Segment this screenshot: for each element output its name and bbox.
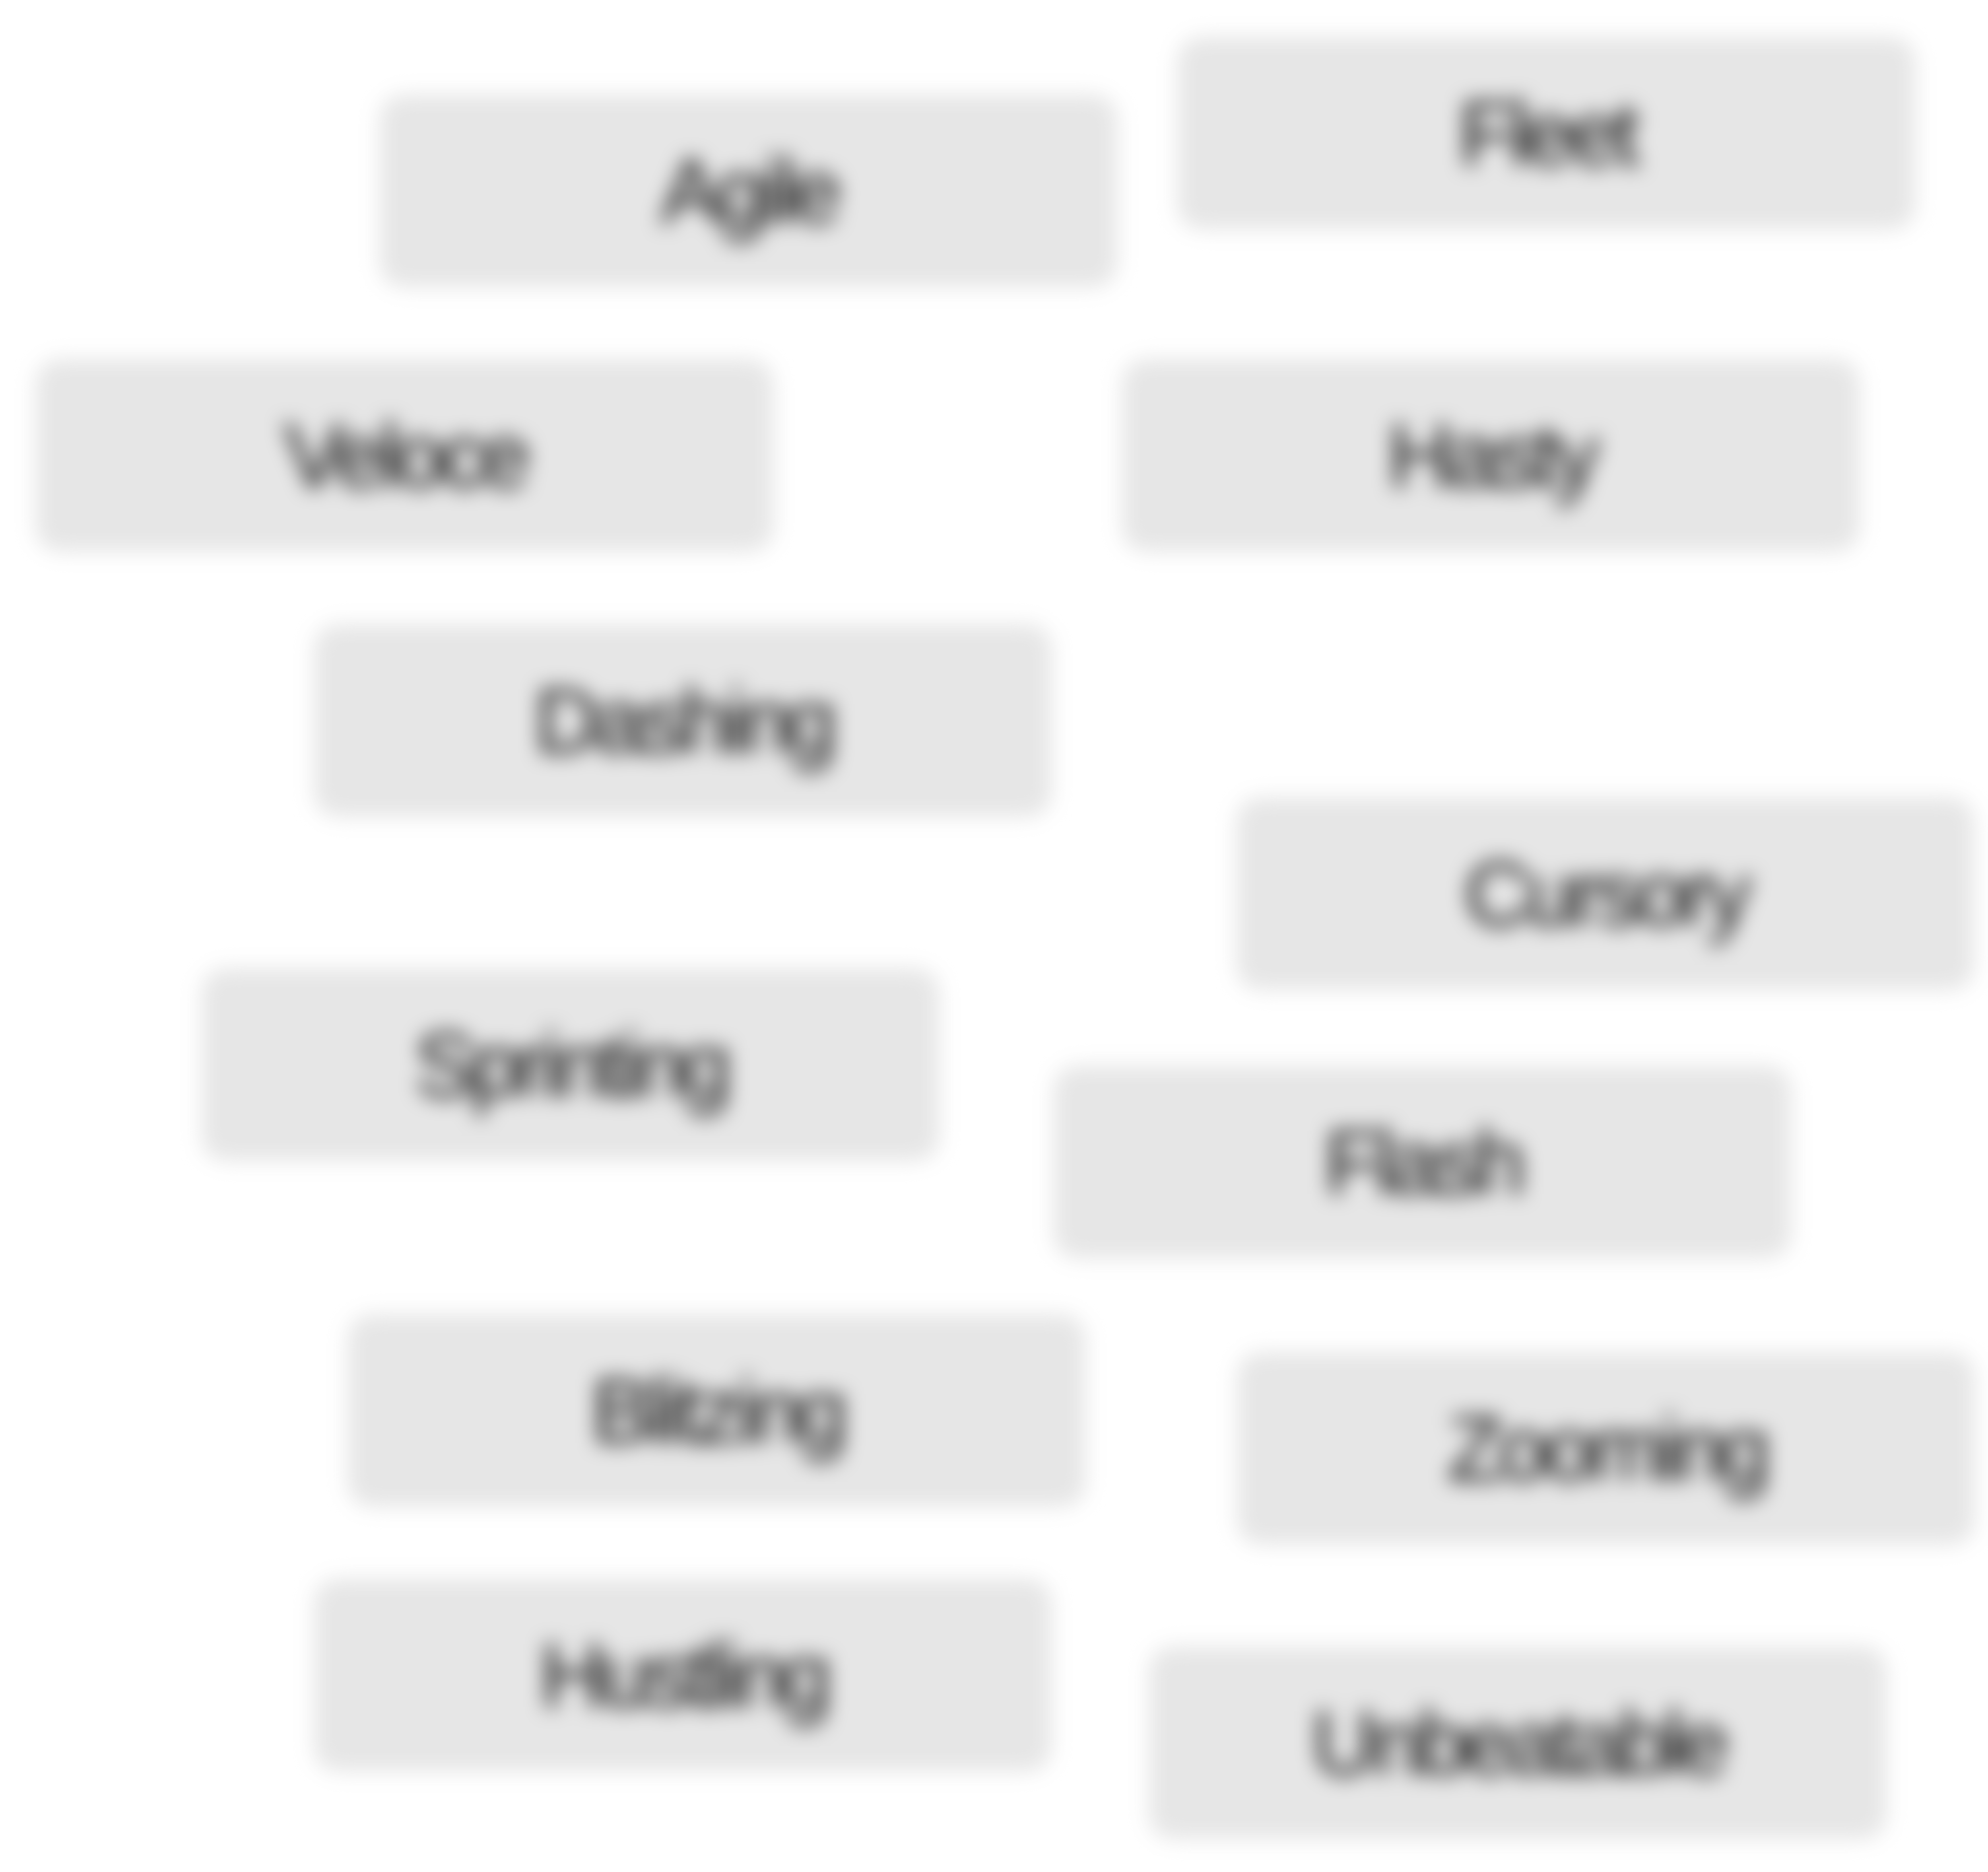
chip-dashing[interactable]: Dashing [314, 624, 1052, 817]
chip-sprinting[interactable]: Sprinting [202, 968, 939, 1161]
chip-zooming[interactable]: Zooming [1237, 1352, 1975, 1545]
chip-blitzing[interactable]: Blitzing [348, 1314, 1085, 1507]
chip-flash[interactable]: Flash [1054, 1066, 1791, 1258]
chip-cursory[interactable]: Cursory [1237, 797, 1974, 990]
chip-agile[interactable]: Agile [380, 95, 1117, 287]
chip-fleet[interactable]: Fleet [1178, 37, 1915, 229]
chip-veloce[interactable]: Veloce [36, 359, 773, 552]
chip-hasty[interactable]: Hasty [1122, 359, 1860, 552]
chip-hustling[interactable]: Hustling [314, 1579, 1052, 1771]
chip-unbeatable[interactable]: Unbeatable [1149, 1647, 1887, 1839]
